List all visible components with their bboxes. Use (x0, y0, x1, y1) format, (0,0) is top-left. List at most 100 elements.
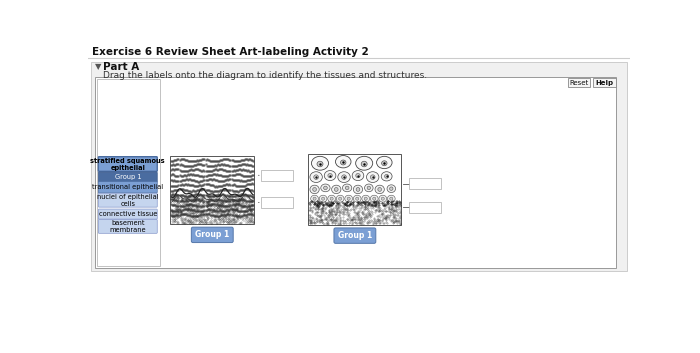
Point (244, 156, 255, 162)
Point (169, 177, 180, 183)
Point (244, 173, 255, 179)
Point (198, 208, 209, 214)
Point (218, 183, 229, 188)
Point (180, 202, 191, 208)
Point (237, 183, 248, 189)
Point (172, 167, 183, 172)
Point (167, 172, 178, 177)
Point (239, 198, 251, 203)
Point (195, 198, 206, 204)
Point (222, 182, 233, 187)
Point (218, 191, 229, 197)
Point (207, 176, 218, 182)
Point (174, 173, 185, 178)
Point (239, 203, 251, 209)
Point (228, 188, 239, 193)
Point (214, 162, 225, 167)
Point (184, 189, 195, 194)
Point (244, 211, 256, 217)
Point (233, 183, 244, 189)
Point (237, 203, 248, 209)
Point (197, 212, 208, 217)
Point (220, 182, 231, 188)
Point (216, 157, 228, 163)
Point (173, 192, 184, 198)
Point (169, 157, 180, 163)
Point (218, 208, 229, 214)
Point (218, 197, 230, 203)
Point (168, 172, 179, 177)
Point (198, 183, 209, 188)
Point (206, 163, 218, 169)
Point (205, 206, 216, 212)
Point (235, 192, 246, 197)
Point (228, 213, 239, 219)
Point (175, 211, 186, 217)
Point (183, 206, 195, 212)
Point (190, 191, 201, 197)
Point (224, 163, 235, 169)
Point (244, 203, 255, 208)
Point (194, 208, 205, 214)
Point (208, 202, 219, 207)
Point (181, 173, 193, 178)
Point (180, 206, 191, 212)
Point (220, 181, 232, 187)
Point (177, 162, 188, 168)
Point (228, 182, 239, 187)
Point (184, 213, 195, 218)
Point (184, 172, 195, 177)
Point (210, 196, 221, 202)
Point (209, 158, 220, 164)
Point (237, 187, 248, 193)
Point (237, 167, 248, 172)
Point (174, 182, 185, 188)
Point (203, 187, 214, 193)
Ellipse shape (323, 186, 328, 190)
Point (241, 173, 252, 179)
Point (182, 198, 193, 203)
Ellipse shape (364, 197, 368, 200)
Point (171, 192, 182, 197)
Ellipse shape (387, 185, 395, 192)
Point (171, 212, 182, 218)
Point (169, 202, 180, 208)
Point (226, 176, 237, 181)
Point (198, 204, 209, 209)
Point (244, 187, 256, 193)
Point (218, 198, 229, 203)
Point (233, 214, 244, 219)
Point (202, 202, 214, 207)
Point (201, 193, 212, 198)
Point (246, 181, 257, 187)
Point (246, 176, 258, 182)
Point (234, 183, 246, 189)
Point (225, 193, 236, 199)
Point (206, 177, 218, 183)
Point (194, 203, 205, 209)
Point (194, 157, 205, 163)
Point (246, 187, 258, 193)
Point (172, 192, 183, 198)
Point (208, 183, 219, 189)
Point (201, 181, 212, 187)
Point (172, 156, 183, 162)
Ellipse shape (356, 187, 360, 191)
Point (177, 168, 188, 174)
Point (182, 212, 193, 218)
Point (181, 168, 193, 174)
Point (210, 183, 221, 189)
Point (235, 183, 246, 189)
Point (190, 172, 201, 178)
Point (190, 197, 202, 202)
Point (171, 173, 182, 178)
Point (226, 157, 237, 163)
Point (171, 183, 182, 189)
Point (223, 162, 234, 168)
Point (207, 163, 218, 168)
Point (171, 203, 182, 209)
Point (220, 167, 231, 173)
Point (203, 157, 214, 163)
Point (216, 197, 228, 203)
Point (241, 192, 252, 197)
